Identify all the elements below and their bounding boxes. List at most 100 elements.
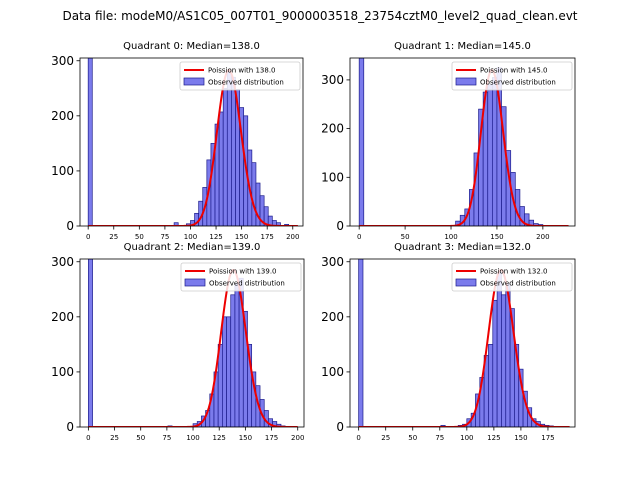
x-tick-label: 175: [261, 233, 274, 241]
y-tick-label: 100: [51, 365, 74, 379]
x-tick-label: 25: [109, 233, 118, 241]
poisson-curve: [88, 269, 298, 427]
histogram-bar: [88, 259, 93, 427]
legend: Poission with 145.0 Observed distribution: [451, 61, 573, 91]
legend-box: [451, 61, 573, 91]
quadrant-2-panel: Quadrant 2: Median=139.0 0 100 200 300 0 25 50…: [51, 242, 304, 442]
histogram-bar: [501, 294, 507, 427]
x-tick-label: 50: [401, 233, 410, 241]
x-tick-label: 175: [265, 434, 278, 442]
legend-label-observed: Observed distribution: [480, 79, 556, 87]
legend-label-observed: Observed distribution: [480, 280, 556, 288]
figure-suptitle: Data file: modeM0/AS1C05_007T01_90000035…: [62, 9, 577, 23]
x-tick-label: 150: [514, 434, 527, 442]
quadrant-3-panel: Quadrant 3: Median=132.0 0 100 200 300 0 25 50…: [321, 242, 576, 442]
histogram-bar: [87, 58, 93, 226]
axes-frame: [79, 57, 304, 227]
histogram-bar: [491, 77, 498, 226]
legend-box: [179, 61, 301, 91]
x-tick-label: 200: [286, 233, 299, 241]
legend-bar-swatch: [455, 278, 477, 287]
legend-bar-swatch: [183, 77, 205, 86]
histogram-bar: [173, 222, 179, 226]
histogram-bar: [226, 69, 232, 226]
x-tick-label: 200: [291, 434, 304, 442]
histogram-bar: [492, 299, 498, 427]
x-tick-label: 0: [357, 233, 361, 241]
y-tick-label: 100: [321, 365, 344, 379]
legend: Poission with 139.0 Observed distribution: [180, 262, 302, 292]
x-tick-label: 25: [381, 434, 390, 442]
x-tick-label: 100: [186, 434, 199, 442]
quadrant-2-title: Quadrant 2: Median=139.0: [124, 242, 261, 253]
histogram-bar: [251, 162, 257, 226]
y-tick-label: 300: [51, 54, 74, 68]
x-tick-label: 0: [86, 233, 90, 241]
quadrant-0-panel: Quadrant 0: Median=138.0 0 100 200 300 0 25 50…: [51, 41, 304, 241]
axes-frame: [349, 57, 576, 227]
histogram-bar: [230, 294, 236, 427]
x-tick-label: 150: [490, 233, 503, 241]
y-tick-label: 200: [321, 310, 344, 324]
histogram-bar: [218, 111, 224, 226]
x-tick-label: 0: [356, 434, 360, 442]
y-tick-label: 300: [321, 255, 344, 269]
legend-label-poisson: Poission with 132.0: [480, 268, 548, 276]
x-tick-label: 75: [435, 434, 444, 442]
poisson-curve: [359, 69, 569, 226]
y-tick-label: 300: [321, 73, 344, 87]
quadrant-0-title: Quadrant 0: Median=138.0: [123, 41, 260, 52]
x-tick-label: 100: [460, 434, 473, 442]
legend-label-observed: Observed distribution: [208, 79, 284, 87]
x-tick-label: 200: [536, 233, 549, 241]
y-tick-label: 300: [51, 255, 74, 269]
histogram-bar: [496, 272, 502, 427]
x-tick-label: 175: [541, 434, 554, 442]
histogram-bar: [528, 219, 535, 226]
poisson-curve: [358, 269, 570, 427]
legend-label-poisson: Poission with 139.0: [209, 268, 277, 276]
poisson-curve: [88, 69, 298, 226]
legend-box: [180, 262, 302, 292]
histogram-bar: [231, 76, 236, 226]
axes-frame: [349, 258, 576, 428]
x-tick-label: 50: [136, 434, 145, 442]
legend-label-poisson: Poission with 138.0: [208, 67, 276, 75]
y-tick-label: 0: [336, 219, 344, 233]
x-tick-label: 125: [487, 434, 500, 442]
histogram-bar: [234, 283, 240, 427]
x-tick-label: 25: [110, 434, 119, 442]
quadrant-1-title: Quadrant 1: Median=145.0: [394, 41, 531, 52]
y-tick-label: 100: [51, 164, 74, 178]
quadrant-1-panel: Quadrant 1: Median=145.0 0 100 200 300 0 50 10…: [321, 41, 576, 241]
y-tick-label: 0: [66, 219, 74, 233]
y-tick-label: 200: [51, 310, 74, 324]
x-tick-label: 0: [86, 434, 90, 442]
quadrant-3-title: Quadrant 3: Median=132.0: [394, 242, 531, 253]
x-tick-label: 150: [239, 434, 252, 442]
y-tick-label: 0: [66, 420, 74, 434]
legend: Poission with 132.0 Observed distribution: [451, 262, 573, 292]
x-tick-label: 75: [160, 233, 169, 241]
histogram-bar: [222, 87, 228, 226]
histogram-bar: [222, 316, 227, 427]
legend-bar-swatch: [455, 77, 477, 86]
legend-bar-swatch: [184, 278, 206, 287]
x-tick-label: 125: [213, 434, 226, 442]
histogram-bar: [226, 316, 232, 427]
y-tick-label: 100: [321, 170, 344, 184]
x-tick-label: 75: [162, 434, 171, 442]
x-tick-label: 125: [209, 233, 222, 241]
legend-label-poisson: Poission with 145.0: [480, 67, 548, 75]
legend: Poission with 138.0 Observed distribution: [179, 61, 301, 91]
y-tick-label: 0: [336, 420, 344, 434]
x-tick-label: 50: [408, 434, 417, 442]
y-tick-label: 200: [51, 109, 74, 123]
histogram-bar: [358, 259, 364, 427]
histogram-bar: [488, 344, 494, 427]
legend-box: [451, 262, 573, 292]
legend-label-observed: Observed distribution: [209, 280, 285, 288]
x-tick-label: 50: [135, 233, 144, 241]
y-tick-label: 200: [321, 122, 344, 136]
